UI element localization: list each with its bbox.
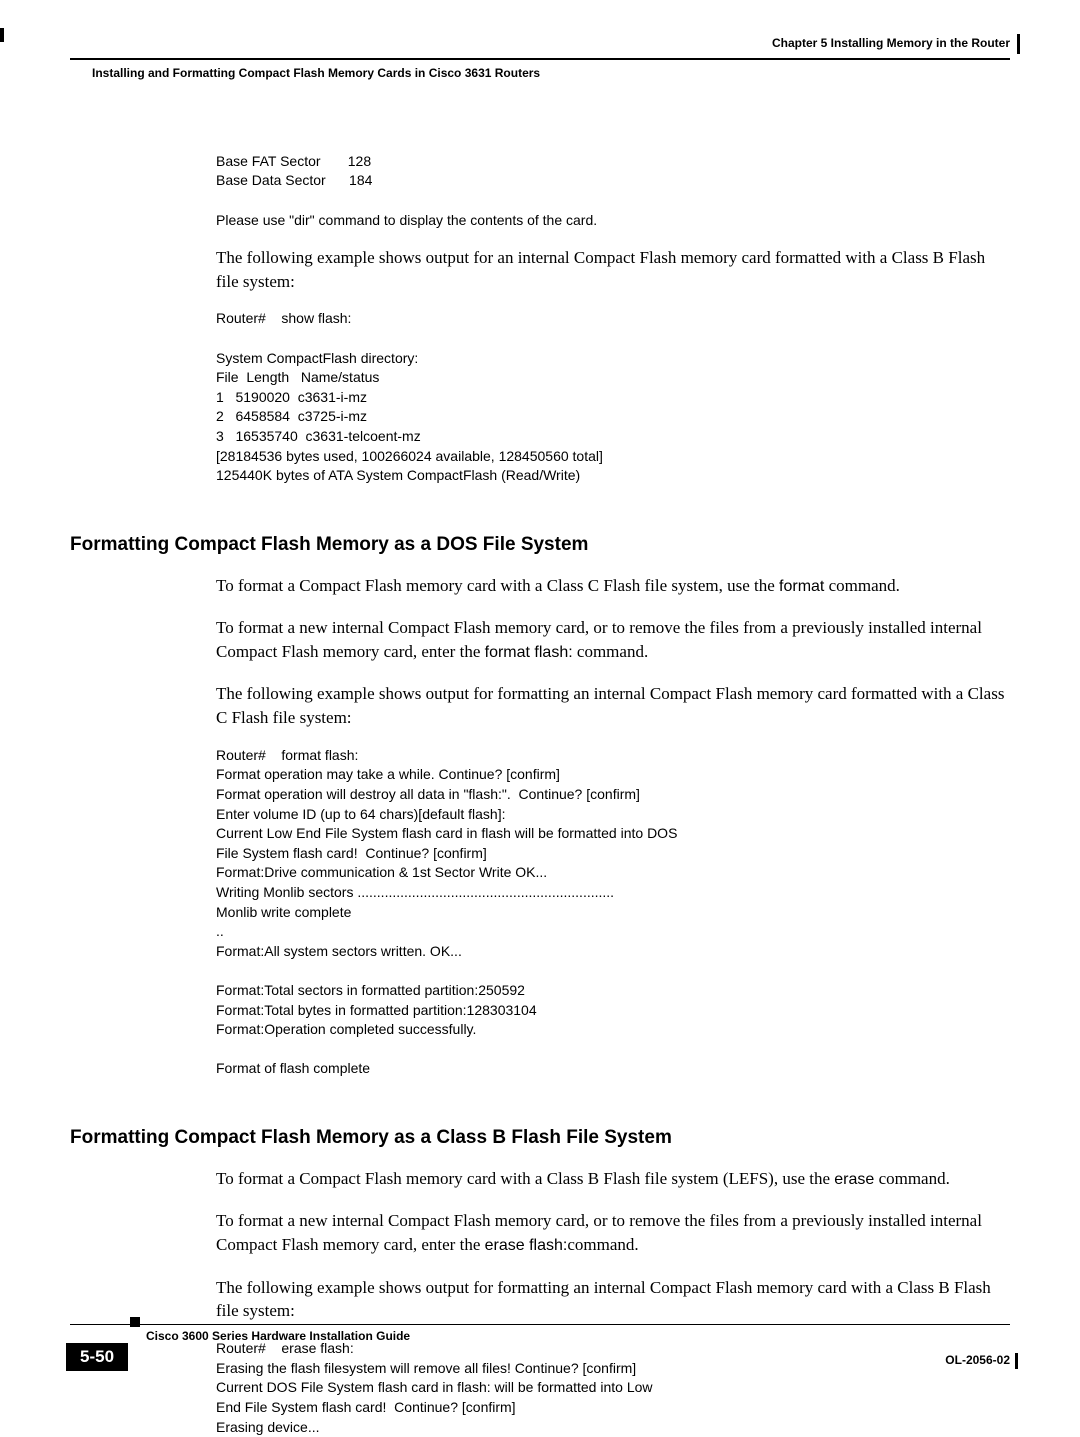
dir-note: Please use "dir" command to display the …	[216, 212, 1010, 228]
header-square-icon	[0, 28, 4, 42]
header-chapter: Chapter 5 Installing Memory in the Route…	[772, 36, 1010, 50]
text: To format a Compact Flash memory card wi…	[216, 576, 779, 595]
dos-p3: The following example shows output for f…	[216, 682, 1010, 730]
content-column: To format a Compact Flash memory card wi…	[216, 1167, 1010, 1437]
text: command.	[874, 1169, 950, 1188]
classb-intro: The following example shows output for a…	[216, 246, 1010, 294]
dos-p1: To format a Compact Flash memory card wi…	[216, 574, 1010, 598]
content-column: To format a Compact Flash memory card wi…	[216, 574, 1010, 1079]
dos-p2: To format a new internal Compact Flash m…	[216, 616, 1010, 664]
classb-p1: To format a Compact Flash memory card wi…	[216, 1167, 1010, 1191]
classb-p3: The following example shows output for f…	[216, 1276, 1010, 1324]
format-flash-output: Router# format flash: Format operation m…	[216, 746, 1010, 1079]
content-column: Base FAT Sector 128 Base Data Sector 184…	[216, 152, 1010, 486]
heading-classb: Formatting Compact Flash Memory as a Cla…	[70, 1127, 1010, 1149]
header-end-bar	[1017, 34, 1020, 54]
document-page: Chapter 5 Installing Memory in the Route…	[0, 0, 1080, 1397]
header-section: Installing and Formatting Compact Flash …	[92, 66, 1010, 80]
erase-flash-output: Router# erase flash: Erasing the flash f…	[216, 1339, 1010, 1437]
header-rule	[70, 58, 1010, 60]
format-flash-cmd: format flash:	[485, 644, 573, 661]
erase-cmd: erase	[834, 1171, 874, 1188]
classb-p2: To format a new internal Compact Flash m…	[216, 1209, 1010, 1257]
sector-table: Base FAT Sector 128 Base Data Sector 184	[216, 152, 1010, 190]
text: command.	[573, 642, 649, 661]
show-flash-output: Router# show flash: System CompactFlash …	[216, 309, 1010, 485]
footer-end-bar	[1015, 1353, 1018, 1369]
erase-flash-cmd: erase flash:	[485, 1237, 568, 1254]
header-top: Chapter 5 Installing Memory in the Route…	[70, 36, 1010, 54]
footer-guide-title: Cisco 3600 Series Hardware Installation …	[146, 1329, 1010, 1343]
heading-dos: Formatting Compact Flash Memory as a DOS…	[70, 534, 1010, 556]
footer-doc-id: OL-2056-02	[945, 1353, 1010, 1367]
footer-rule: Cisco 3600 Series Hardware Installation …	[70, 1324, 1010, 1343]
page-number: 5-50	[66, 1343, 128, 1371]
page-footer: Cisco 3600 Series Hardware Installation …	[70, 1324, 1010, 1343]
text: command.	[567, 1235, 638, 1254]
text: To format a Compact Flash memory card wi…	[216, 1169, 834, 1188]
format-cmd: format	[779, 578, 824, 595]
text: command.	[824, 576, 900, 595]
